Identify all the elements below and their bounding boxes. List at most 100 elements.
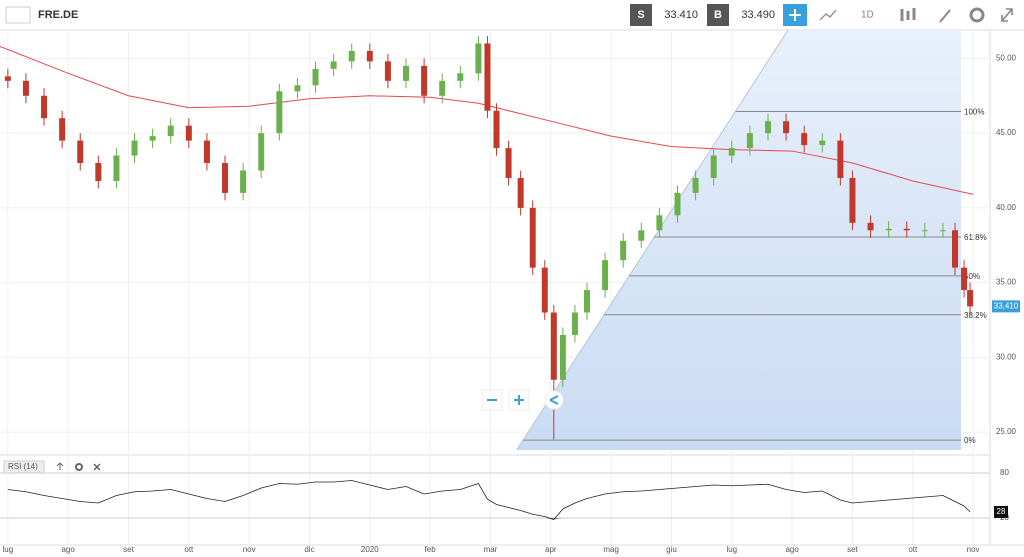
- sell-label: S: [637, 9, 644, 21]
- buy-button[interactable]: [707, 4, 729, 26]
- candle-body: [571, 312, 578, 335]
- candle-body: [22, 80, 29, 96]
- price-tag: [992, 300, 1020, 313]
- candle-body: [276, 91, 283, 134]
- x-tick-label: mag: [603, 545, 619, 554]
- candle-button[interactable]: [900, 8, 916, 21]
- candle-body: [921, 230, 928, 232]
- fib-label: 61.8%: [964, 233, 987, 242]
- symbol: FRE.DE: [38, 9, 78, 21]
- candle-body: [529, 207, 536, 268]
- buy-price: 33.490: [741, 9, 775, 21]
- candle-body: [710, 155, 717, 178]
- share-button[interactable]: [544, 390, 564, 410]
- candle-body: [961, 267, 968, 291]
- candle-body: [638, 230, 645, 241]
- y-tick-label: 30.00: [996, 352, 1017, 361]
- crosshair-icon: [789, 9, 801, 21]
- zoom-in-icon: [514, 395, 524, 405]
- candle-body: [77, 140, 84, 164]
- x-tick-label: feb: [425, 545, 437, 554]
- candle-body: [584, 290, 591, 313]
- rsi-last-label: 28: [997, 507, 1006, 516]
- candle-body: [728, 148, 735, 156]
- x-tick-label: apr: [545, 545, 557, 554]
- candle-body: [939, 230, 946, 232]
- candle-body: [240, 170, 247, 193]
- candle-body: [41, 95, 48, 119]
- candle-body: [439, 80, 446, 96]
- candle-body: [517, 177, 524, 208]
- sell-button[interactable]: [630, 4, 652, 26]
- price-tag-label: 33,410: [994, 301, 1019, 310]
- candle-body: [602, 260, 609, 291]
- rsi-settings-button[interactable]: [75, 463, 83, 471]
- rsi-close-button[interactable]: [93, 463, 101, 471]
- candle-body: [783, 121, 790, 134]
- rsi-tick-label: 80: [1000, 468, 1009, 477]
- candle-body: [484, 43, 491, 111]
- x-tick-label: nov: [967, 545, 980, 554]
- candle-body: [656, 215, 663, 231]
- candle-body: [59, 118, 66, 141]
- candle-body: [952, 230, 959, 268]
- candle-body: [4, 76, 11, 81]
- toolbar: [0, 0, 1024, 30]
- moving-average: [0, 45, 974, 195]
- y-tick-label: 35.00: [996, 278, 1017, 287]
- candle-body: [457, 73, 464, 81]
- candle-body: [849, 177, 856, 223]
- logo: [5, 6, 31, 24]
- chart-type-button[interactable]: [819, 9, 837, 21]
- candle-body: [203, 140, 210, 164]
- fib-label: 38.2%: [964, 311, 987, 320]
- candle-body: [505, 148, 512, 178]
- candle-body: [258, 133, 265, 171]
- sell-price: 33.410: [664, 9, 698, 21]
- candle-body: [222, 163, 229, 193]
- fib-area: [516, 30, 962, 450]
- candle-body: [885, 228, 892, 231]
- x-tick-label: mar: [484, 545, 498, 554]
- fullscreen-button[interactable]: [1001, 8, 1013, 22]
- y-tick-label: 45.00: [996, 128, 1017, 137]
- x-tick-label: ott: [908, 545, 918, 554]
- rsi-last-tag: [994, 506, 1008, 518]
- settings-button[interactable]: [969, 7, 985, 23]
- fib-trend-line: [516, 29, 789, 451]
- candle-body: [294, 85, 301, 92]
- candle-body: [967, 290, 974, 307]
- share-icon: [549, 395, 559, 405]
- candle-body: [185, 125, 192, 141]
- candle-body: [493, 110, 500, 149]
- rsi-up-button[interactable]: [56, 462, 64, 470]
- candle-body: [903, 228, 910, 231]
- candle-body: [348, 50, 355, 62]
- candle-body: [674, 192, 681, 216]
- x-tick-label: set: [847, 545, 858, 554]
- x-tick-label: ago: [785, 545, 799, 554]
- candle-body: [403, 65, 410, 81]
- x-tick-label: giu: [666, 545, 677, 554]
- y-tick-label: 25.00: [996, 427, 1017, 436]
- candle-body: [801, 133, 808, 146]
- candle-body: [837, 140, 844, 178]
- x-tick-label: ott: [184, 545, 194, 554]
- candle-body: [167, 125, 174, 137]
- candle-body: [746, 133, 753, 149]
- timeframe[interactable]: 1D: [861, 10, 874, 21]
- buy-label: B: [714, 9, 722, 21]
- candle-body: [312, 68, 319, 86]
- candle-body: [541, 267, 548, 313]
- x-tick-label: 2020: [361, 545, 379, 554]
- fib-label: 50%: [964, 272, 980, 281]
- rsi-line: [7, 480, 971, 520]
- candle-body: [819, 140, 826, 146]
- x-tick-label: nov: [243, 545, 256, 554]
- candle-body: [475, 43, 482, 74]
- draw-button[interactable]: [939, 9, 951, 23]
- fib-label: 100%: [964, 108, 984, 117]
- y-tick-label: 40.00: [996, 203, 1017, 212]
- candle-body: [366, 50, 373, 62]
- candle-body: [131, 140, 138, 156]
